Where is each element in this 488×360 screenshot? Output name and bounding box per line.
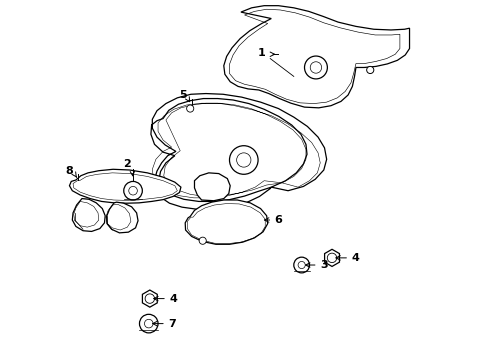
Polygon shape: [185, 200, 267, 244]
Text: 4: 4: [351, 253, 359, 263]
Circle shape: [298, 261, 305, 269]
Circle shape: [236, 153, 250, 167]
Text: 2: 2: [123, 159, 131, 169]
Circle shape: [128, 186, 137, 195]
Circle shape: [304, 56, 326, 79]
Polygon shape: [224, 6, 408, 108]
Polygon shape: [194, 173, 230, 201]
Circle shape: [229, 146, 258, 174]
Text: 5: 5: [179, 90, 186, 100]
Circle shape: [326, 253, 336, 262]
Circle shape: [123, 181, 142, 200]
Text: 6: 6: [273, 215, 281, 225]
Circle shape: [139, 314, 158, 333]
Circle shape: [309, 62, 321, 73]
Text: 7: 7: [168, 319, 176, 329]
Circle shape: [199, 237, 206, 244]
Polygon shape: [142, 290, 157, 307]
Circle shape: [366, 66, 373, 73]
Text: 1: 1: [257, 48, 264, 58]
Polygon shape: [106, 202, 138, 233]
Circle shape: [145, 294, 154, 303]
Text: 8: 8: [65, 166, 73, 176]
Polygon shape: [151, 94, 326, 209]
Polygon shape: [69, 169, 181, 203]
Circle shape: [293, 257, 309, 273]
Circle shape: [186, 105, 193, 112]
Text: 3: 3: [320, 260, 327, 270]
Polygon shape: [72, 199, 105, 231]
Circle shape: [144, 319, 153, 328]
Polygon shape: [324, 249, 339, 266]
Text: 4: 4: [169, 294, 177, 303]
